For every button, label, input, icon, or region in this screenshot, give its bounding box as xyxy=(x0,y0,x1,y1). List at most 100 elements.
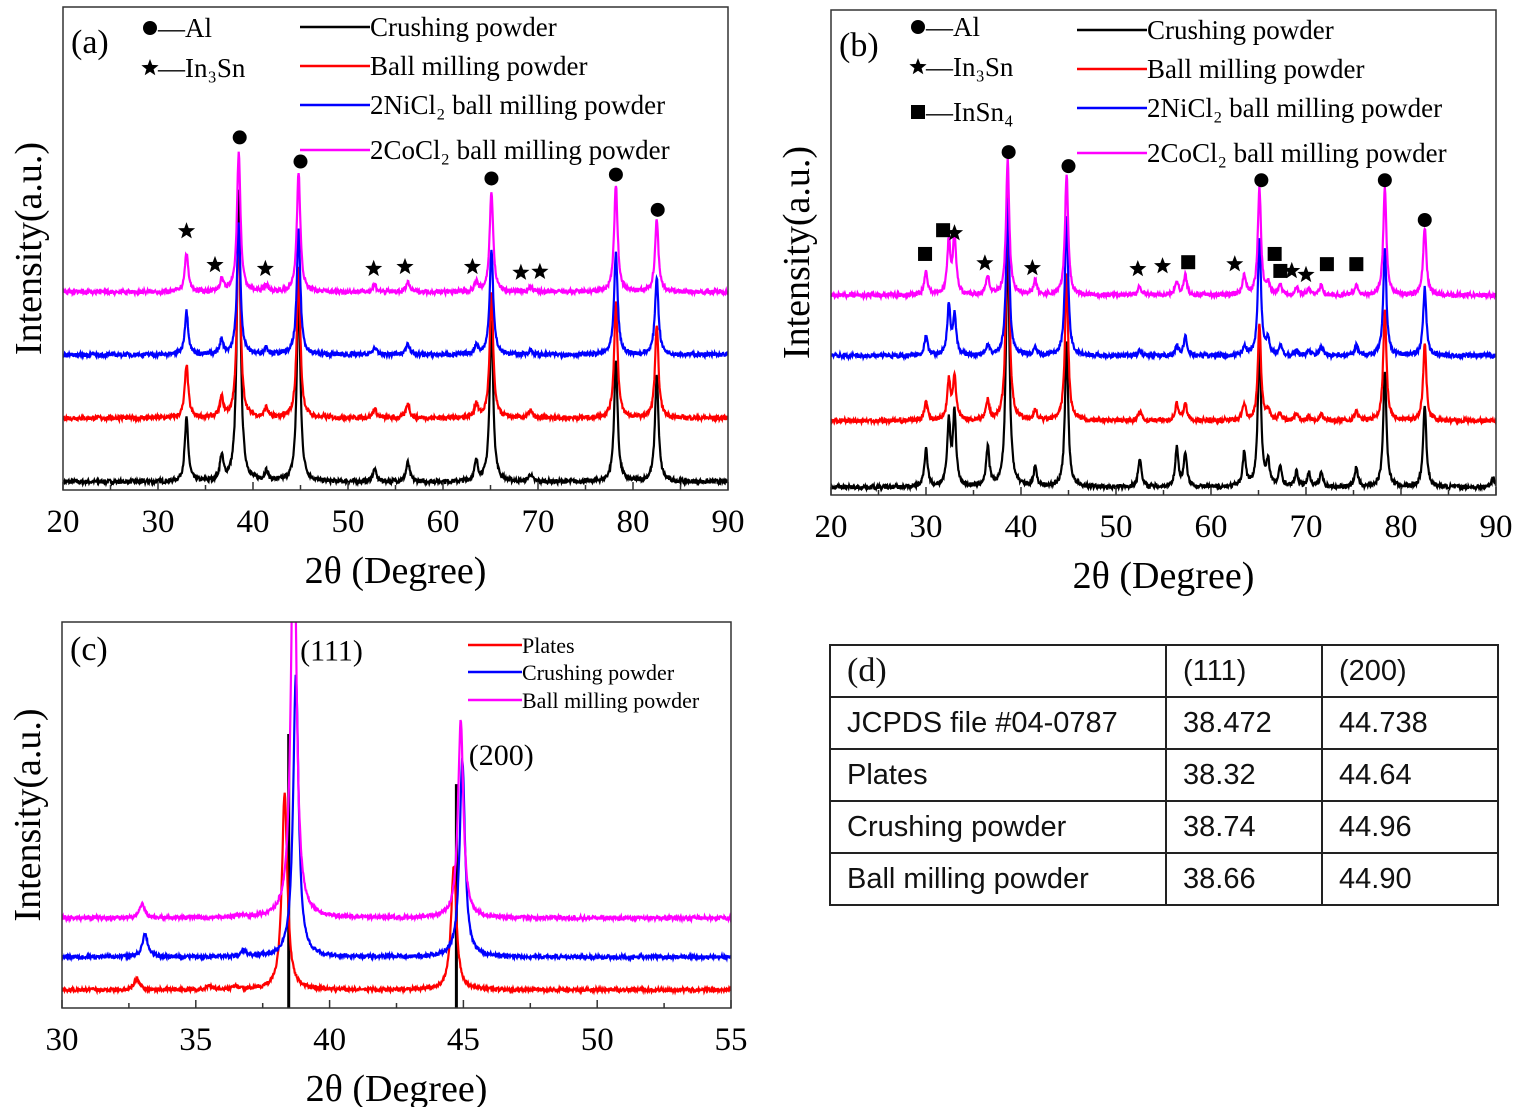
x-tick-label: 40 xyxy=(1005,509,1038,545)
al-peak-marker-circle-icon xyxy=(608,167,623,182)
al-peak-marker-circle-icon xyxy=(1377,173,1392,188)
legend-label: 2NiCl₂ ball milling powder xyxy=(1147,93,1442,123)
marker-legend-label: —In₃Sn xyxy=(157,53,246,83)
insn4-peak-marker-square-icon xyxy=(1319,257,1334,272)
table-header-cell: (111) xyxy=(1165,644,1323,698)
in3sn-peak-marker-star-icon xyxy=(1297,265,1315,283)
x-axis-title: 2θ (Degree) xyxy=(306,1068,488,1107)
panel-d-label: (d) xyxy=(847,652,887,689)
x-tick-label: 45 xyxy=(447,1022,480,1058)
table-row: Crushing powder 38.74 44.96 xyxy=(829,800,1499,854)
al-peak-marker-circle-icon xyxy=(232,130,247,145)
legend-label: Plates xyxy=(522,633,575,658)
legend-label: Crushing powder xyxy=(522,660,675,685)
panel-d-table: (d) (111) (200) JCPDS file #04-0787 38.4… xyxy=(829,644,1499,906)
marker-legend-label: —In₃Sn xyxy=(925,52,1014,82)
table-cell: Ball milling powder xyxy=(829,852,1167,906)
series-line-ball-milling-powder xyxy=(63,222,728,425)
series-line-2nicl-ball-milling-powder xyxy=(831,198,1496,362)
insn4-peak-marker-square-icon xyxy=(1273,263,1288,278)
peak-index-label: (111) xyxy=(300,635,363,668)
x-tick-label: 60 xyxy=(427,504,460,540)
table-row: JCPDS file #04-0787 38.472 44.738 xyxy=(829,696,1499,750)
x-tick-label: 50 xyxy=(581,1022,614,1058)
marker-legend-label: —Al xyxy=(157,13,212,43)
al-peak-marker-circle-icon xyxy=(650,202,665,217)
x-axis-title: 2θ (Degree) xyxy=(1073,555,1255,597)
al-peak-marker-circle-icon xyxy=(293,154,308,169)
insn4-peak-marker-square-icon xyxy=(1181,255,1196,270)
al-peak-marker-circle-icon xyxy=(911,20,925,34)
marker-legend-label: —Al xyxy=(925,12,980,42)
x-tick-label: 40 xyxy=(313,1022,346,1058)
panel-a-chart: 20 30 40 50 60 70 80 90 2θ (Degree) Intensity(a.u… xyxy=(8,6,745,592)
panel-label: (a) xyxy=(71,24,109,61)
x-tick-label: 70 xyxy=(522,504,555,540)
series-line-2nicl-ball-milling-powder xyxy=(63,222,728,361)
legend-label: Ball milling powder xyxy=(370,51,587,81)
series-line-2cocl-ball-milling-powder xyxy=(63,151,728,298)
in3sn-peak-marker-star-icon xyxy=(976,254,994,271)
table-cell: 44.96 xyxy=(1321,800,1499,854)
marker-legend-label: —InSn₄ xyxy=(925,97,1013,127)
peak-index-label: (200) xyxy=(469,739,534,772)
x-tick-label: 30 xyxy=(46,1022,79,1058)
table-header-cell: (200) xyxy=(1321,644,1499,698)
in3sn-peak-marker-star-icon xyxy=(141,59,159,76)
panel-label: (c) xyxy=(70,631,108,668)
y-axis-title: Intensity(a.u.) xyxy=(8,142,50,355)
table-cell: 38.74 xyxy=(1165,800,1323,854)
al-peak-marker-circle-icon xyxy=(1001,145,1016,160)
table-cell: Crushing powder xyxy=(829,800,1167,854)
in3sn-peak-marker-star-icon xyxy=(365,259,383,277)
al-peak-marker-circle-icon xyxy=(143,21,157,35)
series-line-crushing-powder xyxy=(62,674,731,963)
in3sn-peak-marker-star-icon xyxy=(909,58,927,75)
table-row: Plates 38.32 44.64 xyxy=(829,748,1499,802)
in3sn-peak-marker-star-icon xyxy=(1283,261,1301,279)
x-tick-label: 80 xyxy=(617,504,650,540)
series-line-crushing-powder xyxy=(831,225,1496,493)
series-line-crushing-powder xyxy=(63,189,728,488)
insn4-peak-marker-square-icon xyxy=(911,105,925,119)
in3sn-peak-marker-star-icon xyxy=(396,257,414,275)
legend-label: 2CoCl₂ ball milling powder xyxy=(370,135,670,165)
x-tick-label: 60 xyxy=(1195,509,1228,545)
x-tick-label: 20 xyxy=(815,509,848,545)
panel-b-chart: 20 30 40 50 60 70 80 90 2θ (Degree) Intensity(a.u… xyxy=(776,9,1513,597)
legend-label: 2CoCl₂ ball milling powder xyxy=(1147,138,1447,168)
legend-label: 2NiCl₂ ball milling powder xyxy=(370,90,665,120)
in3sn-peak-marker-star-icon xyxy=(1129,260,1147,277)
al-peak-marker-circle-icon xyxy=(1417,213,1432,228)
series-line-plates xyxy=(62,792,731,996)
in3sn-peak-marker-star-icon xyxy=(1154,257,1172,274)
x-tick-label: 20 xyxy=(47,504,80,540)
in3sn-peak-marker-star-icon xyxy=(531,262,549,279)
legend-label: Ball milling powder xyxy=(1147,54,1364,84)
series-line-2cocl-ball-milling-powder xyxy=(831,157,1496,302)
table-cell: 44.738 xyxy=(1321,696,1499,750)
y-axis-title: Intensity(a.u.) xyxy=(776,146,818,359)
insn4-peak-marker-square-icon xyxy=(918,246,933,261)
al-peak-marker-circle-icon xyxy=(1254,173,1269,188)
table-row: Ball milling powder 38.66 44.90 xyxy=(829,852,1499,906)
insn4-peak-marker-square-icon xyxy=(1267,246,1282,261)
series-line-ball-milling-powder xyxy=(62,622,731,925)
legend-label: Ball milling powder xyxy=(522,688,700,713)
plot-area xyxy=(63,151,728,488)
x-tick-label: 55 xyxy=(715,1022,748,1058)
x-tick-label: 30 xyxy=(142,504,175,540)
series-line-ball-milling-powder xyxy=(831,189,1496,427)
legend-label: Crushing powder xyxy=(1147,15,1334,45)
legend-label: Crushing powder xyxy=(370,12,557,42)
x-tick-label: 80 xyxy=(1385,509,1418,545)
in3sn-peak-marker-star-icon xyxy=(1023,259,1041,276)
in3sn-peak-marker-star-icon xyxy=(256,259,274,277)
x-tick-label: 50 xyxy=(332,504,365,540)
y-axis-title: Intensity(a.u.) xyxy=(7,708,49,921)
in3sn-peak-marker-star-icon xyxy=(945,224,964,241)
plot-area xyxy=(62,622,731,1008)
table-header-row: (d) (111) (200) xyxy=(829,644,1499,698)
table-cell: 44.64 xyxy=(1321,748,1499,802)
